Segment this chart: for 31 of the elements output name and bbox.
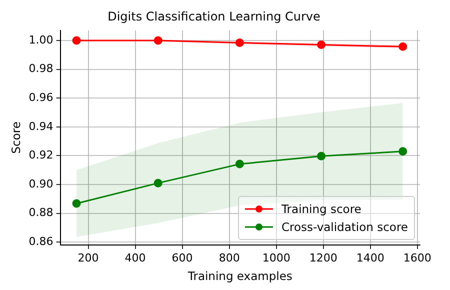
point [154, 36, 162, 45]
y-axis-title: Score [8, 122, 23, 154]
y-tick-label: 0.86 [28, 234, 54, 248]
point [317, 152, 326, 160]
x-tick-label: 600 [172, 251, 193, 264]
x-tick-label: 800 [218, 251, 240, 264]
y-tick-label: 1.00 [28, 33, 54, 46]
x-tick-label: 1600 [403, 251, 432, 264]
point [317, 40, 326, 50]
chart-title: Digits Classification Learning Curve [108, 9, 320, 24]
x-axis-title: Training examples [186, 269, 292, 284]
legend-label: Cross-validation score [281, 220, 408, 234]
y-tick-label: 0.90 [28, 177, 54, 190]
y-tick-label: 0.98 [28, 62, 54, 76]
y-tick-label: 0.88 [28, 206, 54, 220]
x-tick-label: 200 [78, 251, 99, 264]
point [398, 42, 408, 51]
point [72, 199, 81, 208]
point [398, 147, 408, 156]
legend-label: Training score [281, 202, 362, 216]
x-tick-label: 1000 [262, 251, 290, 264]
y-tick-label: 0.92 [28, 148, 54, 162]
point [154, 178, 162, 188]
y-tick-label: 0.96 [28, 90, 54, 104]
x-tick-label: 1200 [309, 251, 338, 264]
point [235, 160, 244, 168]
x-tick-label: 400 [124, 251, 146, 264]
x-tick-label: 1400 [356, 251, 384, 264]
point [72, 36, 81, 45]
point [235, 38, 244, 48]
y-tick-label: 0.94 [28, 120, 54, 133]
